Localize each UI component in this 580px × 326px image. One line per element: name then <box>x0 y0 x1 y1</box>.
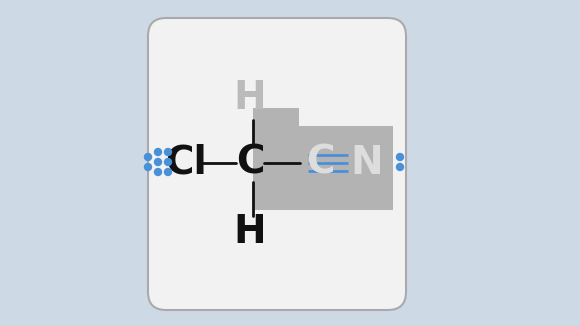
Text: H: H <box>234 79 266 117</box>
Circle shape <box>154 169 161 175</box>
Circle shape <box>144 164 151 170</box>
Circle shape <box>154 158 161 166</box>
Bar <box>253 108 299 144</box>
Text: C: C <box>306 144 334 182</box>
Bar <box>253 126 299 210</box>
Circle shape <box>165 158 172 166</box>
Circle shape <box>144 154 151 160</box>
Bar <box>299 126 345 210</box>
Text: C: C <box>235 144 264 182</box>
Text: H: H <box>234 213 266 251</box>
Text: Cl: Cl <box>165 144 207 182</box>
Circle shape <box>397 164 404 170</box>
Text: N: N <box>351 144 383 182</box>
Circle shape <box>165 149 172 156</box>
Bar <box>345 126 393 210</box>
Circle shape <box>397 154 404 160</box>
FancyBboxPatch shape <box>148 18 406 310</box>
Circle shape <box>165 169 172 175</box>
Circle shape <box>154 149 161 156</box>
